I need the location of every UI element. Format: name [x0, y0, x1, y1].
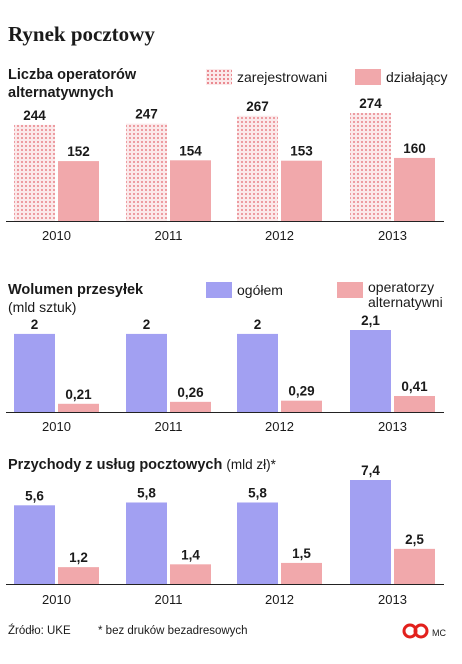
section-1-heading: Liczba operatorów alternatywnych [8, 66, 136, 102]
chart-2-value-label: 2 [254, 317, 262, 332]
section-2-subheading: (mld sztuk) [8, 299, 77, 315]
legend-label-registered: zarejestrowani [237, 69, 328, 85]
chart-2-value-label: 0,26 [177, 385, 204, 400]
chart-1-value-label: 154 [179, 143, 202, 158]
chart-1-bar-pink-2013 [394, 157, 435, 221]
chart-2-bar-purple-2011 [126, 333, 167, 412]
chart-3-value-label: 1,4 [181, 547, 200, 562]
legend-label-alt-2-line-2: alternatywni [368, 294, 443, 310]
section-1-heading-line-1: Liczba operatorów [8, 67, 137, 83]
section-3-heading-suffix: (mld zł)* [226, 457, 276, 472]
section-3-heading-main: Przychody z usług pocztowych [8, 457, 223, 473]
legend-swatch-registered [206, 69, 232, 85]
chart-3-value-label: 2,5 [405, 532, 424, 547]
page-title: Rynek pocztowy [8, 22, 155, 46]
chart-3-bar-pink-2012 [281, 562, 322, 584]
legend-swatch-total-2 [206, 282, 232, 298]
chart-2-value-label: 2 [143, 317, 151, 332]
chart-1-bar-dots-2013 [350, 113, 391, 221]
chart-1-value-label: 267 [246, 99, 269, 114]
chart-2-value-label: 0,21 [65, 387, 92, 402]
chart-1-value-label: 274 [359, 96, 382, 111]
chart-2-value-label: 2 [31, 317, 39, 332]
legend-label-active: działający [386, 69, 448, 85]
chart-3-value-label: 1,2 [69, 550, 88, 565]
chart-1-x-tick-label: 2013 [378, 228, 407, 243]
section-3-heading: Przychody z usług pocztowych (mld zł)* [8, 456, 276, 474]
chart-3-value-label: 5,6 [25, 488, 44, 503]
chart-1-bar-pink-2011 [170, 160, 211, 221]
chart-3-value-label: 5,8 [248, 485, 267, 500]
chart-3-value-label: 1,5 [292, 546, 311, 561]
chart-2-bar-pink-2011 [170, 401, 211, 412]
chart-1-value-label: 244 [23, 108, 46, 123]
chart-2-value-label: 2,1 [361, 313, 380, 328]
chart-3-value-label: 7,4 [361, 463, 380, 478]
chart-3-bar-purple-2011 [126, 502, 167, 584]
chart-1-bar-pink-2012 [281, 160, 322, 221]
chart-1-bar-dots-2011 [126, 123, 167, 221]
chart-2-bar-pink-2012 [281, 400, 322, 412]
chart-3-x-tick-label: 2013 [378, 592, 407, 607]
legend-label-alt-2-line-1: operatorzy [368, 279, 435, 295]
chart-1-bar-dots-2012 [237, 115, 278, 221]
chart-1-x-tick-label: 2011 [155, 228, 183, 243]
chart-2-bar-purple-2010 [14, 333, 55, 412]
chart-3-x-tick-label: 2011 [155, 592, 183, 607]
section-1-heading-line-2: alternatywnych [8, 85, 114, 101]
legend-label-alt-2: operatorzy alternatywni [368, 280, 443, 310]
chart-1-value-label: 160 [403, 141, 426, 156]
chart-1-x-tick-label: 2010 [42, 228, 71, 243]
chart-3-x-tick-label: 2010 [42, 592, 71, 607]
legend-swatch-alt-2 [337, 282, 363, 298]
section-2-heading: Wolumen przesyłek [8, 282, 144, 298]
chart-2-bar-pink-2013 [394, 395, 435, 412]
chart-2-value-label: 0,41 [401, 379, 428, 394]
chart-3-value-label: 5,8 [137, 485, 156, 500]
chart-1-value-label: 153 [290, 144, 313, 159]
chart-2-bar-pink-2010 [58, 403, 99, 412]
chart-1-bar-pink-2010 [58, 161, 99, 221]
footer-note: * bez druków bezadresowych [98, 625, 248, 637]
legend-label-total-2: ogółem [237, 282, 283, 298]
footer-credit: MC [432, 628, 446, 638]
legend-swatch-active [355, 69, 381, 85]
footer-source: Źródło: UKE [8, 625, 71, 637]
chart-3-bar-purple-2010 [14, 505, 55, 584]
publisher-logo-icon [402, 623, 429, 639]
chart-3-bar-purple-2013 [350, 480, 391, 584]
chart-2-x-tick-label: 2010 [42, 419, 71, 434]
chart-3-x-tick-label: 2012 [265, 592, 294, 607]
chart-3-bar-pink-2011 [170, 564, 211, 584]
chart-1-value-label: 152 [67, 144, 90, 159]
chart-1-x-tick-label: 2012 [265, 228, 294, 243]
chart-2-bar-purple-2013 [350, 330, 391, 412]
chart-1-value-label: 247 [135, 107, 158, 122]
chart-3-bar-pink-2010 [58, 567, 99, 584]
chart-2-value-label: 0,29 [288, 384, 314, 399]
chart-2-x-tick-label: 2011 [155, 419, 183, 434]
chart-2-bar-purple-2012 [237, 333, 278, 412]
chart-3-bar-pink-2013 [394, 548, 435, 584]
chart-2-x-tick-label: 2013 [378, 419, 407, 434]
chart-2-x-tick-label: 2012 [265, 419, 294, 434]
chart-1-bar-dots-2010 [14, 124, 55, 221]
chart-3-bar-purple-2012 [237, 502, 278, 584]
